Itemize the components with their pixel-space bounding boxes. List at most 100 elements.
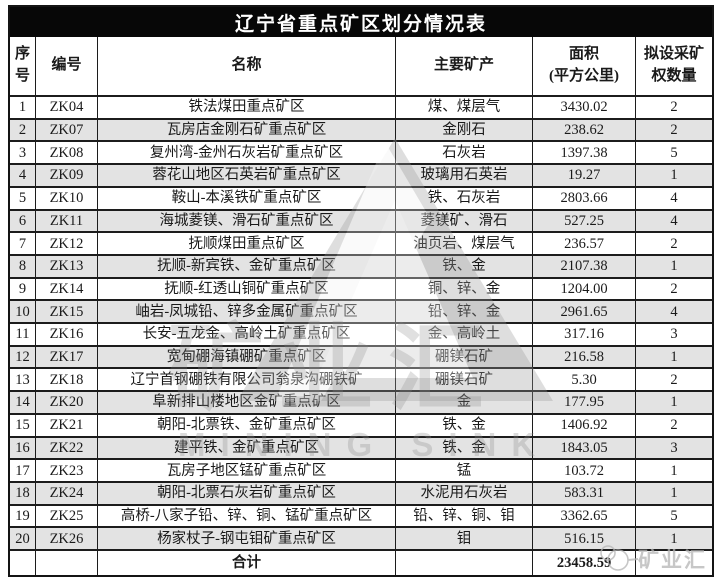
row-code: ZK22 xyxy=(35,437,97,459)
row-name: 铁法煤田重点矿区 xyxy=(97,97,395,118)
row-rights: 2 xyxy=(635,414,712,436)
row-area: 238.62 xyxy=(532,119,635,141)
row-minerals: 铁、金 xyxy=(395,255,532,277)
row-name: 杨家杖子-钢屯钼矿重点矿区 xyxy=(97,528,395,550)
row-minerals: 硼镁石矿 xyxy=(395,346,532,368)
row-area: 3362.65 xyxy=(532,505,635,527)
row-name: 长安-五龙金、高岭土矿重点矿区 xyxy=(97,324,395,345)
row-minerals: 菱镁矿、滑石 xyxy=(395,210,532,232)
row-minerals: 铅、锌、铜、钼 xyxy=(395,505,532,527)
row-name: 抚顺-新宾铁、金矿重点矿区 xyxy=(97,255,395,277)
row-code: ZK07 xyxy=(35,119,97,141)
table-row: 15 ZK21 朝阳-北票铁、金矿重点矿区 铁、金 1406.92 2 xyxy=(10,412,712,436)
row-rights: 3 xyxy=(635,324,712,345)
row-index: 14 xyxy=(15,394,30,411)
row-minerals: 铁、金 xyxy=(395,437,532,459)
row-rights: 1 xyxy=(635,482,712,504)
row-code: ZK26 xyxy=(35,528,97,550)
row-rights: 2 xyxy=(635,233,712,254)
row-index: 5 xyxy=(18,190,27,207)
row-rights: 1 xyxy=(635,392,712,413)
total-minerals-empty xyxy=(395,551,532,576)
row-code: ZK14 xyxy=(35,278,97,300)
row-rights: 4 xyxy=(635,301,712,323)
header-index: 序 号 xyxy=(14,46,30,84)
table-total-row: 合计 23458.59 xyxy=(10,549,712,576)
row-name: 高桥-八家子铅、锌、铜、锰矿重点矿区 xyxy=(97,505,395,527)
row-code: ZK11 xyxy=(35,210,97,232)
table-row: 17 ZK23 瓦房子地区锰矿重点矿区 锰 103.72 1 xyxy=(10,458,712,481)
table-row: 4 ZK09 蓉花山地区石英岩矿重点矿区 玻璃用石英岩 19.27 1 xyxy=(10,163,712,186)
table-row: 19 ZK25 高桥-八家子铅、锌、铜、锰矿重点矿区 铅、锌、铜、钼 3362.… xyxy=(10,503,712,527)
header-minerals: 主要矿产 xyxy=(395,37,532,95)
row-name: 岫岩-凤城铅、锌多金属矿重点矿区 xyxy=(97,301,395,323)
row-code: ZK16 xyxy=(35,324,97,345)
row-index: 4 xyxy=(18,167,27,184)
row-index: 13 xyxy=(15,371,30,388)
header-rights: 拟设采矿 权数量 xyxy=(635,37,712,95)
row-rights: 5 xyxy=(635,505,712,527)
row-name: 复州湾-金州石灰岩矿重点矿区 xyxy=(97,142,395,164)
row-rights: 2 xyxy=(635,278,712,300)
table-row: 11 ZK16 长安-五龙金、高岭土矿重点矿区 金、高岭土 317.16 3 xyxy=(10,322,712,345)
row-rights: 1 xyxy=(635,255,712,277)
row-code: ZK08 xyxy=(35,142,97,164)
table-row: 18 ZK24 朝阳-北票石灰岩矿重点矿区 水泥用石灰岩 583.31 1 xyxy=(10,480,712,504)
total-code-empty xyxy=(35,551,97,576)
row-code: ZK09 xyxy=(35,165,97,186)
table-row: 12 ZK17 宽甸硼海镇硼矿重点矿区 硼镁石矿 216.58 1 xyxy=(10,344,712,368)
row-area: 3430.02 xyxy=(532,97,635,118)
row-index: 9 xyxy=(18,280,27,297)
row-area: 216.58 xyxy=(532,346,635,368)
table-row: 1 ZK04 铁法煤田重点矿区 煤、煤层气 3430.02 2 xyxy=(10,95,712,118)
row-index: 1 xyxy=(18,99,27,116)
row-index: 15 xyxy=(15,417,30,434)
row-rights: 1 xyxy=(635,165,712,186)
table-row: 5 ZK10 鞍山-本溪铁矿重点矿区 铁、石灰岩 2803.66 4 xyxy=(10,185,712,209)
row-index: 18 xyxy=(15,485,30,502)
row-rights: 2 xyxy=(635,119,712,141)
row-code: ZK23 xyxy=(35,460,97,481)
row-name: 抚顺煤田重点矿区 xyxy=(97,233,395,254)
row-minerals: 煤、煤层气 xyxy=(395,97,532,118)
row-code: ZK25 xyxy=(35,505,97,527)
row-minerals: 金刚石 xyxy=(395,119,532,141)
row-name: 建平铁、金矿重点矿区 xyxy=(97,437,395,459)
row-index: 17 xyxy=(15,462,30,479)
table-row: 16 ZK22 建平铁、金矿重点矿区 铁、金 1843.05 3 xyxy=(10,435,712,459)
table-title: 辽宁省重点矿区划分情况表 xyxy=(10,7,712,37)
row-area: 527.25 xyxy=(532,210,635,232)
table-row: 9 ZK14 抚顺-红透山铜矿重点矿区 铜、锌、金 1204.00 2 xyxy=(10,276,712,300)
row-name: 朝阳-北票石灰岩矿重点矿区 xyxy=(97,482,395,504)
row-rights: 1 xyxy=(635,460,712,481)
row-minerals: 玻璃用石英岩 xyxy=(395,165,532,186)
row-minerals: 油页岩、煤层气 xyxy=(395,233,532,254)
header-code: 编号 xyxy=(35,37,97,95)
row-minerals: 铁、石灰岩 xyxy=(395,187,532,209)
row-name: 辽宁首钢硼铁有限公司翁泉沟硼铁矿 xyxy=(97,369,395,391)
row-area: 317.16 xyxy=(532,324,635,345)
row-name: 阜新排山楼地区金矿重点矿区 xyxy=(97,392,395,413)
row-index: 6 xyxy=(18,212,27,229)
row-name: 瓦房店金刚石矿重点矿区 xyxy=(97,119,395,141)
mining-area-table: 辽宁省重点矿区划分情况表 序 号 编号 名称 主要矿产 面积 (平方公里) 拟设… xyxy=(8,5,714,577)
table-row: 8 ZK13 抚顺-新宾铁、金矿重点矿区 铁、金 2107.38 1 xyxy=(10,253,712,277)
row-minerals: 钼 xyxy=(395,528,532,550)
row-name: 海城菱镁、滑石矿重点矿区 xyxy=(97,210,395,232)
row-name: 蓉花山地区石英岩矿重点矿区 xyxy=(97,165,395,186)
row-code: ZK21 xyxy=(35,414,97,436)
row-minerals: 铁、金 xyxy=(395,414,532,436)
row-index: 11 xyxy=(15,326,30,343)
row-index: 3 xyxy=(18,144,27,161)
row-index: 16 xyxy=(15,439,30,456)
row-rights: 2 xyxy=(635,97,712,118)
total-index-empty xyxy=(10,551,35,575)
row-code: ZK04 xyxy=(35,97,97,118)
row-minerals: 硼镁石矿 xyxy=(395,369,532,391)
total-rights-empty xyxy=(635,551,712,576)
row-rights: 4 xyxy=(635,210,712,232)
table-row: 6 ZK11 海城菱镁、滑石矿重点矿区 菱镁矿、滑石 527.25 4 xyxy=(10,208,712,232)
row-rights: 1 xyxy=(635,528,712,550)
row-index: 12 xyxy=(15,349,30,366)
header-area: 面积 (平方公里) xyxy=(532,37,635,95)
